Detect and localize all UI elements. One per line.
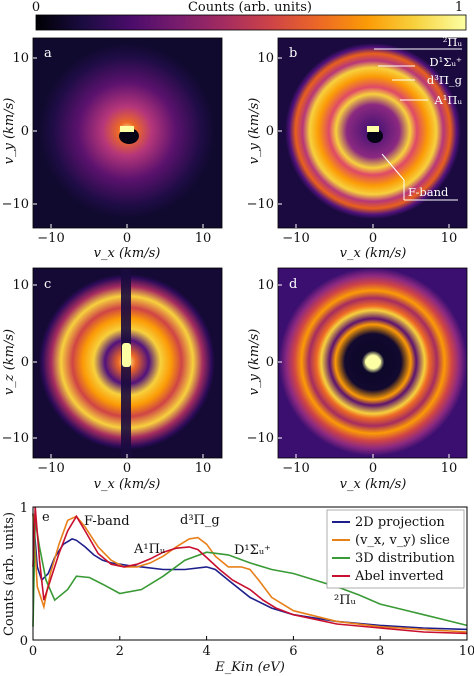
panel-e-ylabel: Counts (arb. units) [2,512,17,636]
panel-e-ticks: 0 2 4 6 8 10 0 1 [20,501,474,659]
panel-c-ticks [33,284,204,458]
panel-b-annotation-lines [374,48,462,201]
series-line-1 [32,513,468,633]
panel-b: b ²Πᵤ D¹Σᵤ⁺ d³Π_g A¹Πᵤ F-band 10 0 −10 −… [247,35,468,261]
panel-b-ticks [278,57,450,228]
colorbar-tick-max: 1 [455,0,463,15]
x-tick-label-3: 6 [289,644,297,659]
panel-e-annotation-d1sigma: D¹Σᵤ⁺ [234,543,271,558]
panel-label-c: c [44,277,51,292]
y-tick-label-0: 0 [20,634,28,649]
panel-d-ylabel: v_y (km/s) [247,329,262,396]
panel-c-ylabel: v_z (km/s) [2,329,17,395]
colorbar-tick-min: 0 [32,0,40,15]
colorbar-gradient [35,14,467,31]
panel-a-ylabel: v_y (km/s) [2,98,17,165]
panel-e-annotation-2pi: ²Πᵤ [334,593,356,608]
panel-d-xtick-left: −10 [282,461,309,476]
panel-b-xlabel: v_x (km/s) [340,246,407,261]
panel-b-annotation-a1pi: A¹Πᵤ [433,93,462,107]
panel-c-ytick-mid: 0 [21,355,29,370]
panel-c-xtick-left: −10 [37,461,64,476]
panel-e-legend: 2D projection (v_x, v_y) slice 3D distribu… [326,509,465,589]
panel-a-xtick-mid: 0 [123,231,131,246]
legend-label-0: 2D projection [355,515,445,530]
panel-c-xtick-mid: 0 [123,461,131,476]
panel-a-xtick-right: 10 [195,231,212,246]
panel-a-ytick-mid: 0 [21,124,29,139]
panel-d-xlabel: v_x (km/s) [340,477,407,492]
panel-label-d: d [289,277,297,292]
panel-d: d 10 0 −10 −10 0 10 v_x (km/s) v_y (km/s… [247,267,468,492]
panel-b-annotation-fband: F-band [408,185,449,199]
panel-c-ytick-top: 10 [12,278,29,293]
panel-d-ticks [278,284,450,458]
panel-a-xtick-left: −10 [37,231,64,246]
panel-b-ytick-mid: 0 [266,124,274,139]
x-tick-label-2: 4 [202,644,210,659]
x-tick-label-1: 2 [116,644,124,659]
panel-b-ytick-bot: −10 [247,197,274,212]
y-tick-label-1: 1 [20,501,28,516]
panel-e-annotation-d3pi: d³Π_g [180,513,220,528]
panel-b-annotation-d3pi: d³Π_g [427,73,463,87]
panel-b-xtick-left: −10 [282,231,309,246]
colorbar-label: Counts (arb. units) [188,0,312,15]
panel-c-xtick-right: 10 [195,461,212,476]
series-line-2 [32,520,468,627]
panel-e-annotation-a1pi: A¹Πᵤ [133,542,165,557]
panel-b-annotation-d1sigma: D¹Σᵤ⁺ [429,55,462,69]
panel-d-ytick-bot: −10 [247,431,274,446]
panel-label-a: a [44,46,52,61]
panel-e-xlabel: E_Kin (eV) [214,660,285,675]
panel-a-ytick-top: 10 [12,51,29,66]
panel-a-ticks [33,57,204,228]
panel-a-xlabel: v_x (km/s) [94,246,161,261]
panel-e-frame [32,506,468,641]
panel-b-xtick-right: 10 [441,231,458,246]
panel-b-ylabel: v_y (km/s) [247,98,262,165]
panel-label-b: b [289,46,297,61]
legend-label-1: (v_x, v_y) slice [355,533,450,548]
legend-label-2: 3D distribution [355,551,455,566]
panel-b-xtick-mid: 0 [369,231,377,246]
x-tick-label-5: 10 [459,644,474,659]
panel-b-ytick-top: 10 [257,51,274,66]
series-line-3 [32,506,468,635]
panel-a-ytick-bot: −10 [2,197,29,212]
panel-e-annotation-fband: F-band [84,514,130,529]
panel-d-ytick-mid: 0 [266,355,274,370]
colorbar: 0 1 Counts (arb. units) [32,0,467,31]
panel-a: a 10 0 −10 −10 0 10 v_x (km/s) v_y (km/s… [2,37,223,261]
x-tick-label-0: 0 [29,644,37,659]
panel-c: c 10 0 −10 −10 0 10 v_x (km/s) v_z (km/s… [2,267,223,492]
panel-d-xtick-mid: 0 [369,461,377,476]
panel-e-series [32,506,468,635]
panel-d-ytick-top: 10 [257,278,274,293]
panel-b-annotation-2pi-u: ²Πᵤ [443,35,463,49]
panel-c-ytick-bot: −10 [2,431,29,446]
panel-label-e: e [42,510,50,525]
legend-label-3: Abel inverted [354,569,444,584]
x-tick-label-4: 8 [376,644,384,659]
panel-c-xlabel: v_x (km/s) [94,477,161,492]
panel-d-xtick-right: 10 [441,461,458,476]
